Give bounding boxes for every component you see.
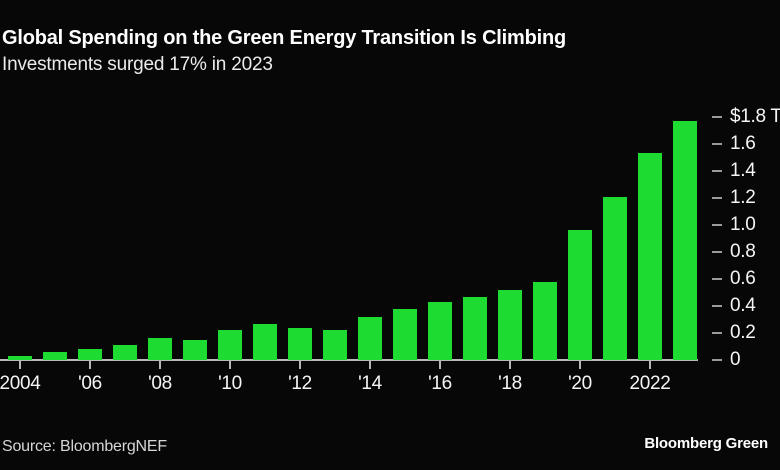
x-tick-label-2004: 2004 <box>0 373 41 394</box>
source-note: Source: BloombergNEF <box>2 438 167 455</box>
x-tick-2016 <box>439 361 441 369</box>
y-tick-dash-1.2 <box>712 197 722 199</box>
y-tick-dash-1.4 <box>712 170 722 172</box>
bloomberg-green-logo: Bloomberg Green <box>644 435 768 452</box>
bar-2015 <box>393 308 417 360</box>
x-tick-label-2016: '16 <box>428 373 452 394</box>
chart-title: Global Spending on the Green Energy Tran… <box>2 27 567 49</box>
x-tick-label-2018: '18 <box>498 373 522 394</box>
y-tick-dash-0 <box>712 359 722 361</box>
x-tick-2012 <box>299 361 301 369</box>
y-tick-dash-1.8 <box>712 116 722 118</box>
bar-2013 <box>323 330 347 360</box>
bar-2007 <box>113 345 137 360</box>
bar-2016 <box>428 301 452 360</box>
x-tick-label-2014: '14 <box>358 373 382 394</box>
x-tick-2006 <box>89 361 91 369</box>
bar-2011 <box>253 323 277 360</box>
bar-2010 <box>218 330 242 360</box>
x-tick-2014 <box>369 361 371 369</box>
x-tick-2018 <box>509 361 511 369</box>
x-tick-2020 <box>579 361 581 369</box>
y-tick-dash-1.6 <box>712 143 722 145</box>
bar-2019 <box>533 281 557 360</box>
bar-2014 <box>358 316 382 360</box>
bar-2023 <box>673 121 697 360</box>
y-tick-label-1.8: $1.8 T <box>730 106 780 127</box>
x-tick-2008 <box>159 361 161 369</box>
y-tick-dash-1 <box>712 224 722 226</box>
chart-subtitle: Investments surged 17% in 2023 <box>2 54 273 75</box>
bar-2012 <box>288 327 312 360</box>
y-tick-label-0: 0 <box>730 349 741 370</box>
x-tick-label-2010: '10 <box>218 373 242 394</box>
x-tick-label-2008: '08 <box>148 373 172 394</box>
y-tick-dash-0.4 <box>712 305 722 307</box>
x-tick-2004 <box>19 361 21 369</box>
bar-2009 <box>183 339 207 360</box>
bar-2008 <box>148 338 172 360</box>
y-tick-label-0.8: 0.8 <box>730 241 756 262</box>
y-tick-label-0.2: 0.2 <box>730 322 756 343</box>
y-tick-label-1.2: 1.2 <box>730 187 756 208</box>
bar-2020 <box>568 230 592 360</box>
x-tick-label-2020: '20 <box>568 373 592 394</box>
bar-2021 <box>603 196 627 360</box>
bar-2005 <box>43 351 67 360</box>
y-tick-dash-0.8 <box>712 251 722 253</box>
y-tick-dash-0.2 <box>712 332 722 334</box>
x-tick-label-2022: 2022 <box>629 373 671 394</box>
y-tick-label-1: 1.0 <box>730 214 756 235</box>
y-tick-label-1.4: 1.4 <box>730 160 756 181</box>
bar-2018 <box>498 289 522 360</box>
bar-2004 <box>8 355 32 360</box>
bar-2006 <box>78 349 102 360</box>
y-tick-label-0.4: 0.4 <box>730 295 756 316</box>
bar-2022 <box>638 153 662 360</box>
x-tick-2022 <box>649 361 651 369</box>
x-tick-2010 <box>229 361 231 369</box>
x-tick-label-2012: '12 <box>288 373 312 394</box>
x-tick-label-2006: '06 <box>78 373 102 394</box>
x-axis-line <box>0 359 698 361</box>
bar-2017 <box>463 296 487 360</box>
y-tick-label-1.6: 1.6 <box>730 133 756 154</box>
y-tick-label-0.6: 0.6 <box>730 268 756 289</box>
y-tick-dash-0.6 <box>712 278 722 280</box>
